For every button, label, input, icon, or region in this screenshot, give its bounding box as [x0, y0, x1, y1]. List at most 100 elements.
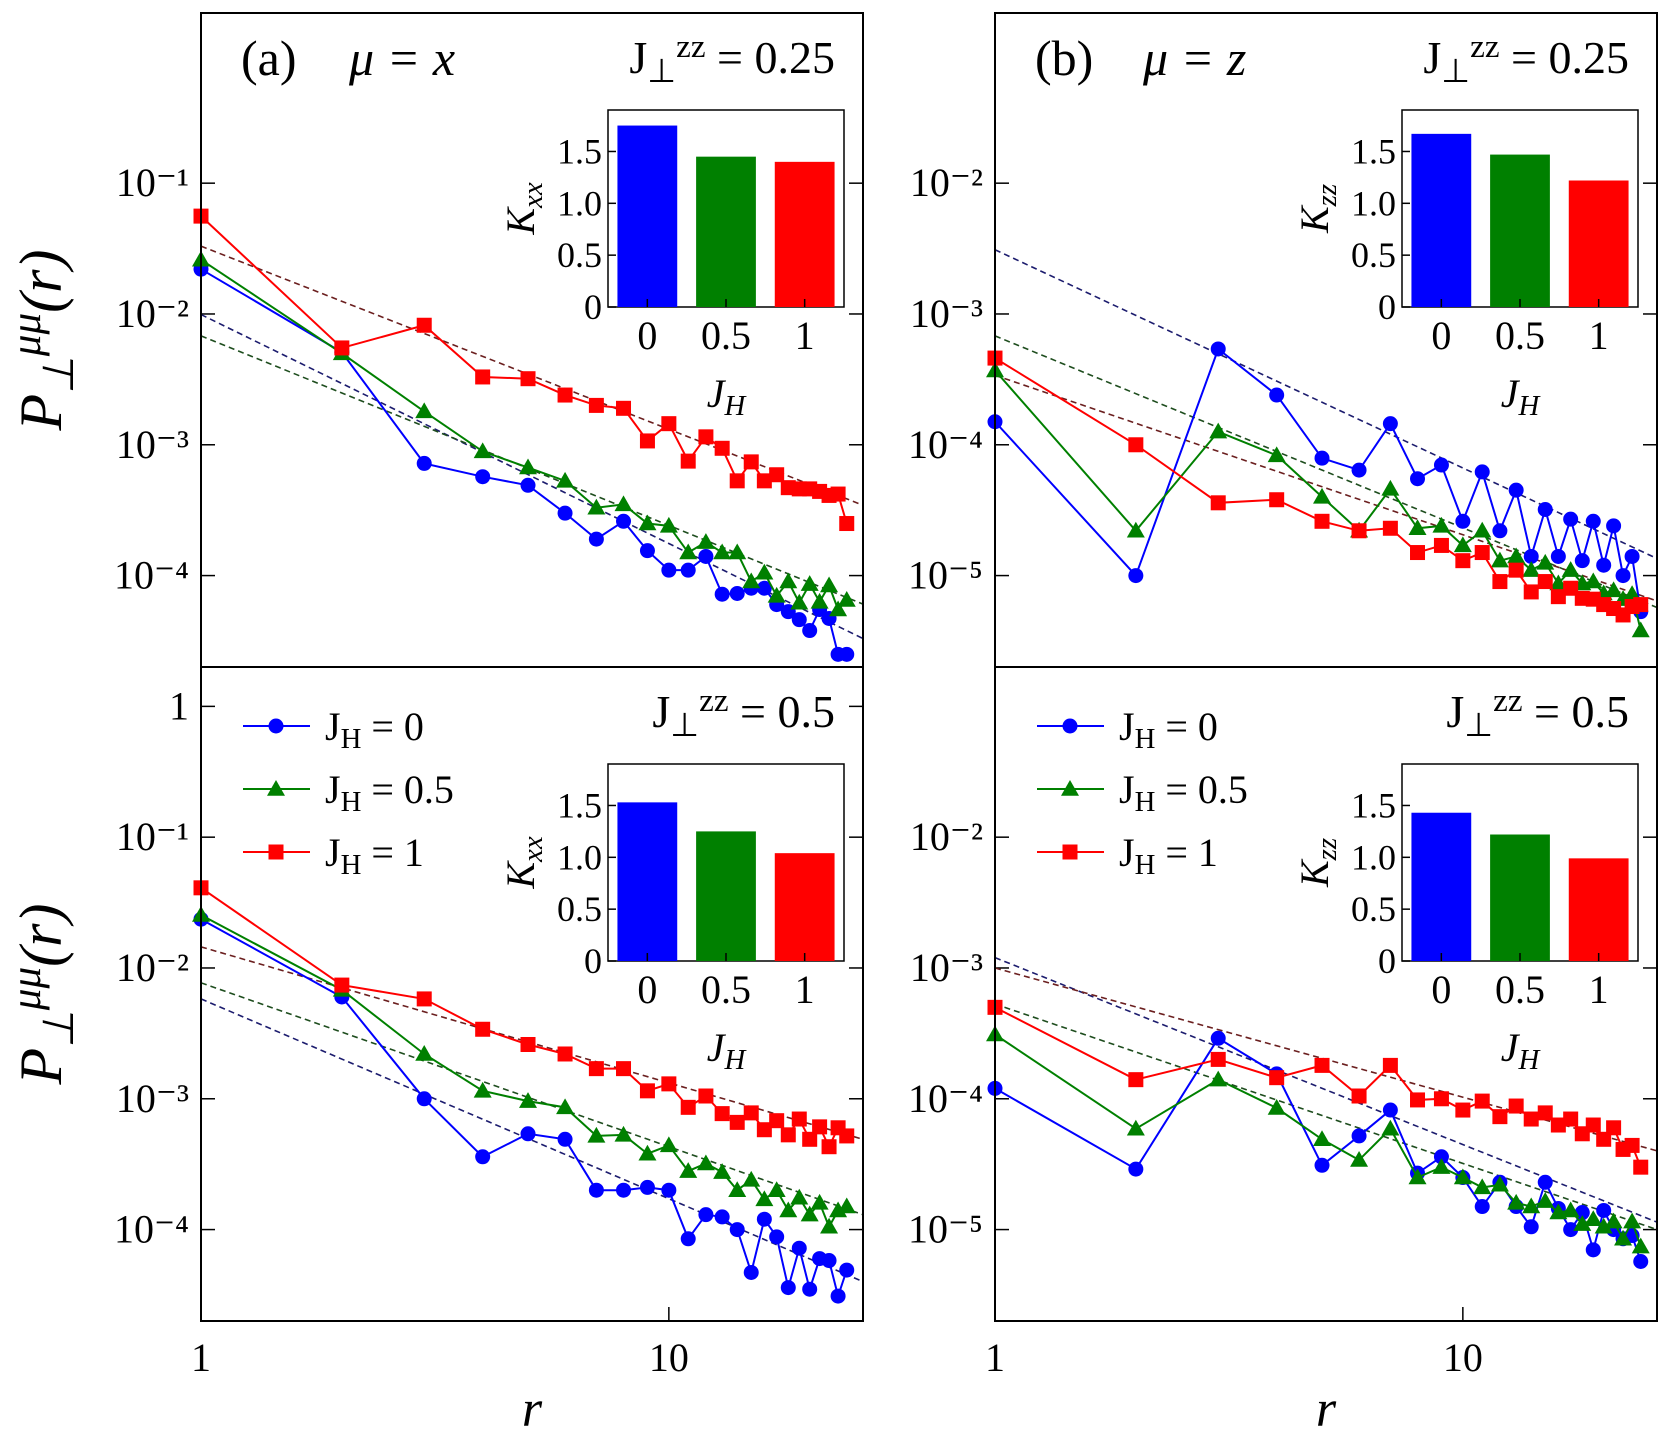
marker [802, 623, 818, 639]
marker [1455, 1102, 1471, 1118]
marker [1585, 1242, 1601, 1258]
marker [1585, 513, 1601, 529]
y-axis-label: P⊥μμ(r) [3, 250, 83, 432]
fit-line [995, 248, 1657, 560]
marker [713, 543, 732, 560]
legend-label: JH = 1 [1119, 830, 1218, 881]
marker [1432, 516, 1451, 533]
marker [1550, 589, 1566, 605]
x-tick-label: 1 [191, 1335, 211, 1380]
marker [1537, 574, 1553, 590]
inset-y-label-part: xx [517, 836, 549, 863]
marker [779, 1201, 798, 1218]
legend-label-part: = 1 [361, 830, 424, 875]
inset-x-label-part: J [707, 371, 727, 416]
bar [774, 853, 835, 961]
inset-x-tick-label: 1 [1589, 967, 1609, 1012]
panel-label: (b) [1035, 30, 1093, 86]
marker [557, 387, 573, 403]
annotation-part: ⊥ [670, 707, 699, 744]
marker [1633, 597, 1649, 613]
inset: 0 0.5 1 0 0.5 1.0 1.5 JH Kzz [1292, 763, 1639, 1076]
annotation: J⊥zz = 0.25 [1423, 28, 1629, 90]
annotation-part: = 0.25 [1500, 32, 1629, 83]
marker [729, 473, 745, 489]
marker [661, 416, 677, 432]
marker [1210, 495, 1226, 511]
marker [756, 580, 772, 596]
marker [415, 402, 434, 419]
bar [1568, 180, 1629, 307]
marker [1382, 416, 1398, 432]
marker [1596, 1131, 1612, 1147]
marker [729, 1114, 745, 1130]
marker [1408, 1168, 1427, 1185]
inset-y-tick-label: 1.0 [557, 837, 602, 877]
marker [742, 572, 761, 589]
marker [1523, 1219, 1539, 1235]
marker [557, 1131, 573, 1147]
marker [616, 513, 632, 529]
inset-y-tick-label: 1.0 [1351, 837, 1396, 877]
marker [1474, 1093, 1490, 1109]
marker [1584, 572, 1603, 589]
y-tick-label: 10⁻¹ [116, 160, 189, 205]
marker [1623, 1212, 1642, 1229]
marker [791, 1240, 807, 1256]
legend-label-part: = 0 [361, 704, 424, 749]
marker [802, 1131, 818, 1147]
annotation: J⊥zz = 0.25 [629, 28, 835, 90]
marker [639, 433, 655, 449]
annotation-part: zz [699, 682, 728, 719]
marker [1126, 521, 1145, 538]
legend-label-part: H [341, 723, 362, 755]
bar [1411, 812, 1472, 961]
marker [743, 454, 759, 470]
annotation-part: J [1423, 32, 1441, 83]
marker [1604, 581, 1623, 598]
marker [268, 844, 284, 860]
inset-y-tick-label: 0.5 [1351, 889, 1396, 929]
bar [617, 802, 678, 961]
annotation-part: ⊥ [1464, 707, 1493, 744]
marker [1537, 502, 1553, 518]
inset-x-tick-label: 0 [1431, 967, 1451, 1012]
inset: 0 0.5 1 0 0.5 1.0 1.5 JH Kxx [498, 109, 845, 422]
marker [556, 471, 575, 488]
marker [1574, 553, 1590, 569]
marker [1522, 1197, 1541, 1214]
bar [617, 125, 678, 307]
marker [790, 593, 809, 610]
legend-label-part: J [325, 704, 341, 749]
marker [714, 1209, 730, 1225]
marker [1507, 547, 1526, 564]
inset-x-tick-label: 0.5 [701, 313, 751, 358]
marker [714, 440, 730, 456]
inset-x-label-part: H [1517, 390, 1541, 422]
inset-y-tick-label: 0.5 [557, 889, 602, 929]
marker [1508, 562, 1524, 578]
marker [1492, 574, 1508, 590]
inset-x-tick-label: 0 [1431, 313, 1451, 358]
marker [729, 1222, 745, 1238]
x-tick-label: 10 [649, 1335, 689, 1380]
y-axis-label-part: ⊥ [36, 356, 83, 394]
inset-y-tick-label: 0.5 [557, 235, 602, 275]
marker [1537, 1174, 1553, 1190]
marker [587, 498, 606, 515]
inset-x-label-part: J [1501, 1025, 1521, 1070]
annotation-part: J [652, 686, 670, 737]
marker [743, 1264, 759, 1280]
marker [1408, 519, 1427, 536]
marker [416, 1091, 432, 1107]
inset-x-label: JH [1501, 371, 1542, 422]
legend-label-part: = 0 [1155, 704, 1218, 749]
marker [1314, 1157, 1330, 1173]
marker [800, 1205, 819, 1222]
marker [810, 1193, 829, 1210]
marker [1314, 450, 1330, 466]
marker [1410, 1092, 1426, 1108]
inset-x-tick-label: 0.5 [701, 967, 751, 1012]
marker [1474, 464, 1490, 480]
